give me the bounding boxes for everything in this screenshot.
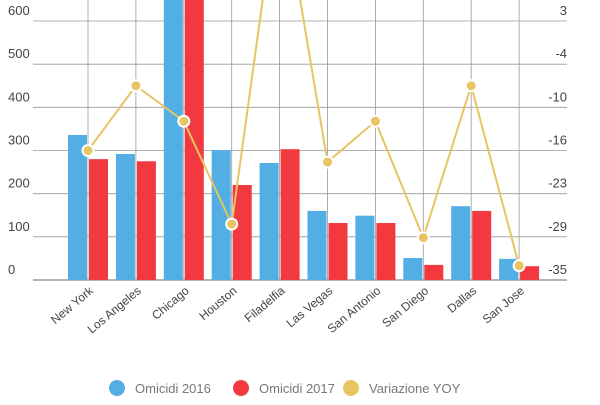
bar-2017: [280, 149, 300, 280]
bar-2017: [232, 185, 252, 280]
left-tick-label: 600: [8, 3, 30, 18]
right-tick-label: 3: [560, 3, 567, 18]
left-axis: 0 100 200 300 400 500 600: [8, 3, 30, 277]
bar-2017: [520, 266, 540, 280]
bar-2016: [451, 206, 471, 280]
yoy-point: [512, 259, 526, 273]
bar-2016: [307, 210, 327, 280]
left-tick-label: 500: [8, 46, 30, 61]
bar-2017: [472, 210, 492, 280]
bar-2016: [115, 153, 135, 280]
bar-2016: [355, 215, 375, 280]
right-tick-label: -35: [548, 262, 567, 277]
legend-label: Omicidi 2017: [259, 381, 335, 396]
bar-2017: [89, 159, 108, 280]
left-tick-label: 100: [8, 219, 30, 234]
right-tick-label: -10: [548, 89, 567, 104]
right-tick-label: -4: [555, 46, 567, 61]
x-tick-label: New York: [48, 283, 97, 327]
bar-2017: [184, 0, 204, 281]
bar-2017: [136, 161, 156, 280]
x-tick-label: Dallas: [445, 284, 480, 316]
right-tick-label: -16: [548, 133, 567, 148]
bar-2016: [211, 150, 231, 280]
yoy-point: [177, 114, 191, 128]
x-tick-label: Los Angeles: [85, 284, 144, 337]
yoy-point: [464, 79, 478, 93]
x-tick-label: San Diego: [379, 283, 431, 330]
bar-2017: [424, 264, 444, 280]
yoy-line: [81, 0, 526, 273]
yoy-point: [81, 144, 95, 157]
bar-2016: [259, 163, 279, 280]
right-tick-label: -23: [548, 176, 567, 191]
x-tick-label: San Jose: [480, 283, 528, 326]
yoy-point: [321, 155, 334, 169]
yoy-point: [368, 114, 382, 128]
left-tick-label: 400: [8, 89, 30, 104]
left-tick-label: 300: [8, 133, 30, 148]
right-tick-label: -29: [548, 219, 567, 234]
bar-2017: [376, 223, 396, 280]
legend-swatch: [233, 380, 249, 396]
bar-2017: [328, 223, 348, 280]
x-tick-label: Chicago: [149, 283, 192, 322]
grid: [33, 0, 567, 281]
left-tick-label: 200: [8, 176, 30, 191]
bars: [68, 0, 540, 281]
legend-label: Omicidi 2016: [135, 381, 211, 396]
bar-2016: [163, 0, 183, 280]
yoy-point: [225, 217, 239, 231]
legend-label: Variazione YOY: [369, 381, 461, 396]
legend-swatch: [343, 380, 359, 396]
legend-swatch: [109, 380, 125, 396]
right-axis: -35 -29 -23 -16 -10 -4 3: [548, 3, 567, 277]
x-tick-label: Houston: [196, 284, 239, 323]
left-tick-label: 0: [8, 262, 15, 277]
x-tick-label: San Antonio: [325, 283, 384, 336]
yoy-point: [416, 231, 430, 245]
yoy-point: [129, 79, 143, 93]
legend: Omicidi 2016 Omicidi 2017 Variazione YOY: [109, 380, 461, 396]
x-tick-label: Filadelfia: [242, 283, 288, 325]
yoy-line-path: [87, 0, 521, 266]
bar-2016: [403, 257, 423, 280]
bar-2016: [68, 134, 87, 280]
